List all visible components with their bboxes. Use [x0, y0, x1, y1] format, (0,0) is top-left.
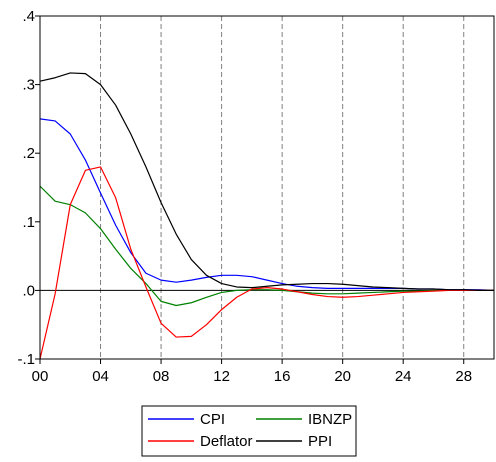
y-tick-label: .2 [22, 145, 35, 162]
x-tick-label: 12 [213, 368, 230, 385]
plot-area [39, 16, 495, 360]
series-line-ppi [39, 72, 494, 291]
legend-label-deflator: Deflator [200, 433, 253, 450]
series-line-cpi [39, 118, 495, 291]
legend: CPI IBNZP Deflator PPI [141, 405, 357, 457]
plot-frame [39, 15, 495, 360]
y-tick-label: .3 [22, 77, 35, 94]
legend-label-ibnzp: IBNZP [308, 411, 352, 428]
legend-label-cpi: CPI [200, 411, 225, 428]
x-tick-label: 04 [92, 368, 109, 385]
axes: .4 .3 .2 .1 .0 -.100 04 08 12 16 20 24 28 [17, 8, 495, 385]
legend-box [141, 405, 357, 457]
y-tick-label: .0 [22, 282, 35, 299]
legend-label-ppi: PPI [308, 433, 332, 450]
x-tick-label: 08 [153, 368, 170, 385]
series-line-ibnzp [39, 185, 494, 307]
x-tick-label: 16 [274, 368, 291, 385]
y-tick-label: .1 [22, 214, 35, 231]
x-tick-label: 00 [32, 368, 49, 385]
x-tick-label: 28 [455, 368, 472, 385]
x-tick-label: 24 [395, 368, 412, 385]
y-tick-label: .4 [22, 8, 35, 25]
series-line-deflator [39, 166, 494, 360]
x-tick-label: 20 [334, 368, 351, 385]
y-tick-label: -.1 [17, 351, 35, 368]
